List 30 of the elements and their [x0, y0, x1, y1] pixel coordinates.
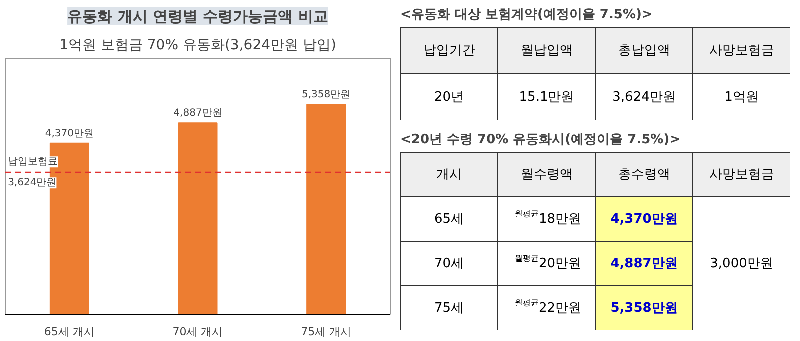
- text: 총수령액: [618, 167, 670, 182]
- text: 75세: [434, 300, 464, 316]
- text: 1억원: [724, 90, 759, 105]
- x-tick-label: 70세 개시: [172, 326, 224, 338]
- text: 개시: [436, 167, 462, 182]
- text: <20년 수령 70% 유동화시(예정이율 7.5%)>: [400, 132, 681, 148]
- chart-title: 유동화 개시 연령별 수령가능금액 비교: [68, 8, 328, 26]
- text: 5,358만원: [610, 300, 678, 316]
- text: <유동화 대상 보험계약(예정이율 7.5%)>: [400, 8, 653, 22]
- text: 65세: [434, 212, 464, 227]
- ref-line-label: 납입보험료 3,624만원: [8, 156, 58, 189]
- text: 15.1만원: [519, 90, 574, 105]
- text: 납입기간: [423, 43, 476, 58]
- text: 3,624만원: [612, 90, 676, 105]
- text: 사망보험금: [709, 43, 774, 58]
- chart-subtitle: 1억원 보험금 70% 유동화(3,624만원 납입): [60, 38, 336, 54]
- text: 4,887만원: [610, 256, 678, 272]
- data-label: 4,887만원: [174, 108, 222, 120]
- text: 월납입액: [520, 43, 573, 58]
- text: 3,000만원: [710, 256, 774, 272]
- text: 월수령액: [520, 167, 573, 182]
- data-label: 4,370만원: [45, 128, 94, 140]
- data-label: 5,358만원: [302, 90, 351, 101]
- x-tick-label: 65세 개시: [44, 326, 95, 338]
- text: 사망보험금: [709, 167, 774, 182]
- text: 70세: [434, 256, 464, 272]
- text: 총납입액: [618, 43, 670, 58]
- text: 4,370만원: [610, 212, 678, 227]
- text: 20년: [434, 90, 464, 105]
- x-tick-label: 75세 개시: [301, 326, 352, 338]
